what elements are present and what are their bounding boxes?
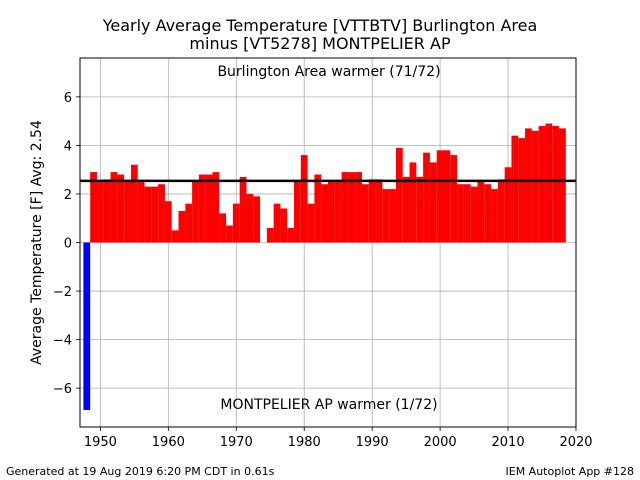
bar bbox=[226, 225, 233, 243]
bar bbox=[212, 172, 220, 243]
bar bbox=[246, 193, 254, 243]
chart-title-line2: minus [VT5278] MONTPELIER AP bbox=[189, 34, 451, 53]
bar bbox=[300, 155, 308, 243]
y-tick-label: 0 bbox=[64, 237, 72, 252]
bar bbox=[185, 203, 193, 243]
bar bbox=[361, 184, 369, 243]
x-tick-label: 1980 bbox=[288, 435, 321, 450]
x-tick-label: 2020 bbox=[559, 435, 592, 450]
bar bbox=[124, 181, 131, 243]
bar bbox=[151, 186, 159, 243]
bar bbox=[457, 184, 464, 243]
bar bbox=[389, 189, 396, 243]
bar bbox=[368, 179, 376, 243]
bar bbox=[273, 203, 281, 243]
bar bbox=[375, 179, 383, 243]
y-axis-label: Average Temperature [F] Avg: 2.54 bbox=[29, 120, 45, 365]
bar bbox=[266, 227, 274, 243]
bar bbox=[395, 147, 403, 243]
x-tick-label: 1990 bbox=[356, 435, 389, 450]
bar bbox=[559, 128, 566, 243]
x-tick-label: 2010 bbox=[492, 435, 525, 450]
bar bbox=[402, 176, 410, 243]
y-tick-label: 4 bbox=[64, 139, 72, 154]
bar bbox=[280, 208, 288, 243]
bar bbox=[436, 150, 444, 243]
y-tick-label: −6 bbox=[53, 382, 72, 397]
x-tick-label: 1950 bbox=[84, 435, 117, 450]
bar bbox=[287, 227, 295, 243]
bar bbox=[518, 138, 526, 243]
bar bbox=[511, 135, 519, 243]
bar bbox=[334, 181, 342, 243]
y-tick-label: 2 bbox=[64, 188, 72, 203]
bar bbox=[144, 186, 152, 243]
bar bbox=[491, 189, 498, 243]
bar bbox=[525, 128, 532, 243]
bar bbox=[416, 176, 424, 243]
bar bbox=[429, 162, 437, 243]
bar bbox=[198, 174, 206, 243]
bar bbox=[253, 196, 261, 243]
bar bbox=[328, 181, 335, 243]
bar bbox=[321, 184, 328, 243]
y-tick-label: 6 bbox=[64, 91, 72, 106]
bar bbox=[463, 184, 471, 243]
bar bbox=[90, 172, 97, 243]
axes-group: 1950 1960 1970 1980 1990 2000 2010 2020 −6 −4 −2 0 2… bbox=[53, 57, 593, 450]
bar bbox=[96, 181, 104, 243]
bar bbox=[158, 184, 165, 243]
bar bbox=[117, 174, 125, 243]
bar bbox=[497, 179, 505, 243]
bar bbox=[538, 125, 546, 243]
bar bbox=[110, 172, 118, 243]
bar bbox=[409, 162, 417, 243]
x-tick-label: 2000 bbox=[424, 435, 457, 450]
bar bbox=[178, 210, 186, 243]
bar bbox=[171, 230, 179, 243]
bar bbox=[294, 181, 301, 243]
chart-title-line1: Yearly Average Temperature [VTTBTV] Burl… bbox=[102, 16, 538, 35]
y-tick-label: −2 bbox=[53, 285, 72, 300]
bar bbox=[450, 155, 458, 243]
bar bbox=[484, 184, 492, 243]
bar bbox=[192, 181, 199, 243]
annotation-bottom: MONTPELIER AP warmer (1/72) bbox=[220, 397, 437, 413]
bar bbox=[470, 186, 478, 243]
bar bbox=[355, 172, 362, 243]
bar bbox=[423, 152, 430, 243]
x-tick-label: 1970 bbox=[220, 435, 253, 450]
bar bbox=[137, 181, 145, 243]
bar bbox=[307, 203, 315, 243]
bar bbox=[545, 123, 553, 243]
bar bbox=[103, 179, 111, 243]
annotation-top: Burlington Area warmer (71/72) bbox=[217, 64, 440, 80]
bar bbox=[219, 213, 227, 243]
bar bbox=[83, 242, 91, 411]
bar bbox=[382, 189, 390, 243]
bar bbox=[443, 150, 451, 243]
bar bbox=[164, 201, 172, 243]
bar bbox=[239, 176, 247, 243]
bar bbox=[531, 130, 539, 243]
bars-group bbox=[83, 123, 566, 411]
bar bbox=[130, 164, 138, 243]
footer-generated-text: Generated at 19 Aug 2019 6:20 PM CDT in … bbox=[6, 465, 275, 478]
bar bbox=[205, 174, 213, 243]
y-tick-label: −4 bbox=[53, 334, 72, 349]
bar bbox=[552, 125, 560, 243]
bar bbox=[477, 181, 485, 243]
bar bbox=[504, 167, 512, 243]
bar bbox=[341, 172, 349, 243]
x-tick-label: 1960 bbox=[152, 435, 185, 450]
bar bbox=[314, 174, 322, 243]
footer-app-text: IEM Autoplot App #128 bbox=[505, 465, 635, 478]
bar bbox=[348, 172, 356, 243]
bar bbox=[232, 203, 240, 243]
